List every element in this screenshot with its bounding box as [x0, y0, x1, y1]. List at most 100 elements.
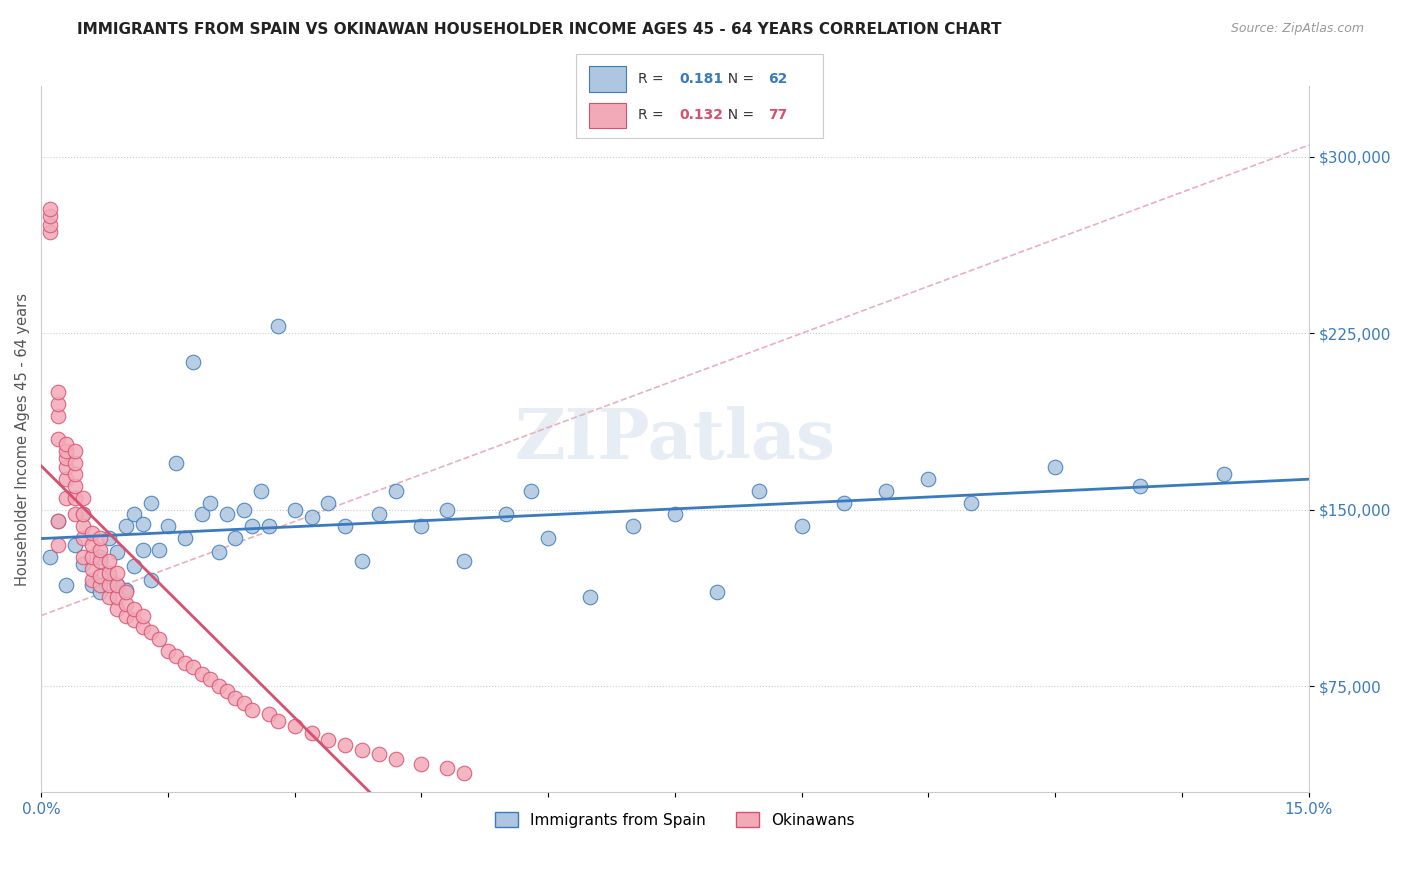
Point: [46, 515, 69, 529]
Point: [80, 526, 103, 541]
Point: [97, 590, 120, 604]
Point: [181, 354, 204, 368]
Point: [122, 601, 145, 615]
Point: [790, 519, 813, 533]
Point: [181, 660, 204, 674]
Point: [131, 608, 153, 623]
Legend: Immigrants from Spain, Okinawans: Immigrants from Spain, Okinawans: [489, 805, 860, 834]
Text: Source: ZipAtlas.com: Source: ZipAtlas.com: [1230, 22, 1364, 36]
Text: R =: R =: [638, 72, 668, 86]
Point: [436, 502, 458, 516]
Point: [97, 531, 120, 545]
Point: [156, 644, 179, 658]
Point: [105, 545, 128, 559]
Point: [139, 496, 162, 510]
Point: [664, 508, 686, 522]
Point: [46, 432, 69, 446]
Point: [55, 460, 77, 475]
Point: [875, 483, 897, 498]
Point: [105, 566, 128, 581]
Point: [72, 549, 94, 564]
Point: [80, 574, 103, 588]
Point: [165, 648, 187, 663]
Point: [97, 578, 120, 592]
Point: [63, 479, 86, 493]
Point: [105, 578, 128, 592]
Point: [385, 483, 408, 498]
Point: [224, 531, 246, 545]
Point: [63, 508, 86, 522]
Point: [267, 714, 290, 729]
Point: [55, 578, 77, 592]
Point: [72, 531, 94, 545]
Point: [198, 496, 221, 510]
Point: [335, 519, 357, 533]
Point: [368, 508, 391, 522]
Point: [621, 519, 644, 533]
FancyBboxPatch shape: [589, 103, 626, 128]
Point: [520, 483, 543, 498]
Point: [495, 508, 517, 522]
FancyBboxPatch shape: [589, 66, 626, 92]
Text: N =: N =: [720, 109, 759, 122]
Point: [63, 456, 86, 470]
Point: [80, 561, 103, 575]
Point: [301, 726, 323, 740]
Point: [114, 519, 136, 533]
Point: [114, 597, 136, 611]
Point: [89, 549, 111, 564]
Text: 0.181: 0.181: [681, 72, 724, 86]
Point: [259, 707, 281, 722]
Point: [63, 491, 86, 505]
Point: [148, 632, 170, 646]
Point: [368, 747, 391, 762]
Point: [63, 444, 86, 458]
Point: [46, 409, 69, 423]
Point: [232, 696, 254, 710]
Point: [38, 218, 60, 232]
Point: [148, 542, 170, 557]
Point: [80, 538, 103, 552]
Point: [215, 508, 238, 522]
Point: [122, 508, 145, 522]
Point: [318, 496, 340, 510]
Point: [453, 554, 475, 568]
Point: [114, 608, 136, 623]
Point: [72, 557, 94, 571]
Text: 77: 77: [768, 109, 787, 122]
Point: [1213, 467, 1236, 482]
Point: [139, 574, 162, 588]
Text: ZIPatlas: ZIPatlas: [515, 406, 835, 473]
Point: [242, 519, 264, 533]
Point: [190, 667, 212, 681]
Point: [46, 515, 69, 529]
Point: [207, 679, 229, 693]
Point: [190, 508, 212, 522]
Point: [284, 502, 307, 516]
Point: [207, 545, 229, 559]
Text: 0.132: 0.132: [681, 109, 724, 122]
Point: [215, 683, 238, 698]
Point: [173, 656, 195, 670]
Point: [131, 516, 153, 531]
Point: [385, 752, 408, 766]
Point: [224, 690, 246, 705]
Y-axis label: Householder Income Ages 45 - 64 years: Householder Income Ages 45 - 64 years: [15, 293, 30, 586]
Point: [198, 672, 221, 686]
Point: [55, 437, 77, 451]
Point: [72, 491, 94, 505]
Point: [63, 467, 86, 482]
Point: [242, 703, 264, 717]
Point: [250, 483, 273, 498]
Text: R =: R =: [638, 109, 668, 122]
Point: [46, 538, 69, 552]
Point: [89, 554, 111, 568]
Point: [38, 202, 60, 216]
Point: [917, 472, 939, 486]
Point: [232, 502, 254, 516]
Point: [80, 549, 103, 564]
Point: [122, 559, 145, 574]
Point: [165, 456, 187, 470]
Point: [318, 733, 340, 747]
Point: [72, 508, 94, 522]
